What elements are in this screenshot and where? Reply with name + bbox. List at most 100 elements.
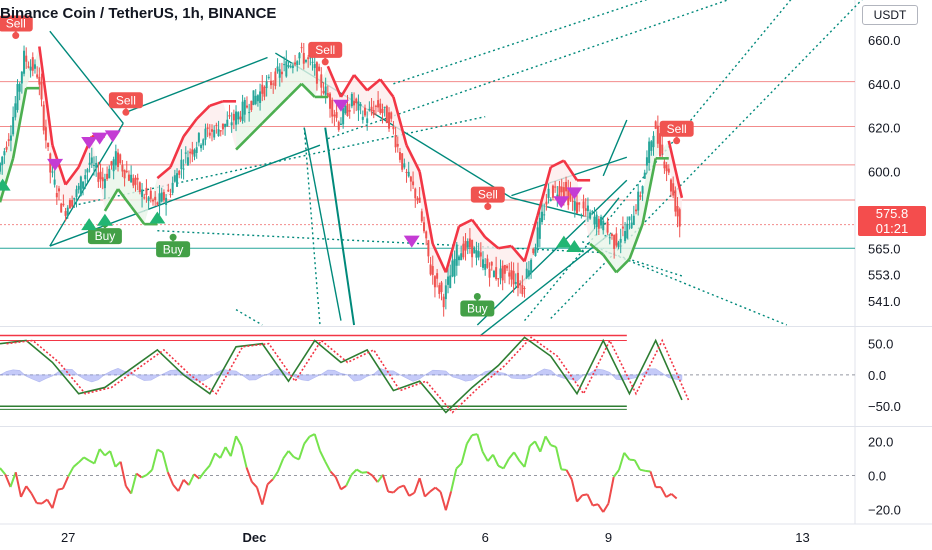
momentum-negative xyxy=(51,489,59,509)
downtrend-band-segment xyxy=(366,78,382,92)
candle-body xyxy=(211,129,214,132)
candle-body xyxy=(678,209,681,227)
downtrend-band-segment xyxy=(536,166,553,216)
sell-signal: Sell xyxy=(659,120,694,145)
candle-body xyxy=(451,260,454,277)
candle-body xyxy=(602,220,605,231)
candle-body xyxy=(433,276,436,288)
candle-body xyxy=(560,186,563,193)
candle-body xyxy=(628,216,631,221)
momentum-positive xyxy=(319,450,327,463)
momentum-negative xyxy=(576,494,584,503)
candle-body xyxy=(591,211,594,213)
momentum-negative xyxy=(413,477,421,494)
uptrend-band-segment xyxy=(0,157,15,203)
candle-body xyxy=(447,276,450,285)
candle-body xyxy=(462,243,465,258)
buy-signal: Buy xyxy=(460,292,495,317)
momentum-positive xyxy=(219,446,227,459)
band-fill-segment xyxy=(13,57,27,159)
dotted-trend-line xyxy=(608,251,685,278)
sell-label-box xyxy=(659,120,694,137)
candle-body xyxy=(307,57,310,60)
candle-body xyxy=(556,194,559,197)
candle-body xyxy=(372,110,375,115)
trend-line xyxy=(125,56,268,113)
candle-body xyxy=(136,177,139,180)
momentum-negative xyxy=(172,484,180,492)
momentum-positive xyxy=(104,450,111,457)
candle-body xyxy=(294,62,297,65)
candle-body xyxy=(353,101,356,106)
sell-triangle xyxy=(81,136,98,149)
candle-body xyxy=(20,71,23,84)
buy-label-box xyxy=(156,241,191,258)
candle-body xyxy=(396,143,399,147)
sell-signal: Sell xyxy=(308,41,343,66)
uptrend-band-segment xyxy=(628,223,644,260)
candle-body xyxy=(350,93,353,107)
candle-body xyxy=(420,211,423,222)
sell-triangle xyxy=(553,196,570,209)
candle-body xyxy=(497,278,500,280)
candle-body xyxy=(672,183,675,196)
candle-body xyxy=(558,186,561,197)
uptrend-band-segment xyxy=(641,158,657,225)
momentum-positive xyxy=(561,468,567,471)
momentum-positive xyxy=(633,459,641,471)
momentum-tick-label: 20.0 xyxy=(868,435,893,450)
candle-body xyxy=(29,66,32,71)
candle-body xyxy=(593,216,596,225)
candle-body xyxy=(141,189,144,197)
candle-body xyxy=(512,270,515,285)
candle-body xyxy=(12,116,15,135)
momentum-positive xyxy=(9,471,17,488)
candle-body xyxy=(357,101,360,111)
signals: Sell Sell Sell Sell Sell Buy Buy Buy xyxy=(0,15,694,317)
momentum-panel xyxy=(0,433,855,513)
candle-body xyxy=(659,133,662,157)
momentum-positive xyxy=(146,469,153,476)
candle-body xyxy=(16,84,19,111)
downtrend-band-segment xyxy=(195,104,211,120)
momentum-positive xyxy=(198,470,206,480)
candle-body xyxy=(259,91,262,104)
momentum-negative xyxy=(665,493,672,498)
candle-body xyxy=(468,238,471,248)
candle-body xyxy=(477,251,480,258)
downtrend-band-segment xyxy=(444,225,461,273)
candle-body xyxy=(346,104,349,116)
candle-body xyxy=(508,272,511,277)
momentum-negative xyxy=(597,503,605,513)
candle-body xyxy=(92,165,95,167)
momentum-negative xyxy=(340,484,347,491)
momentum-negative xyxy=(135,472,143,479)
candle-body xyxy=(283,64,286,66)
candle-body xyxy=(342,108,345,125)
momentum-negative xyxy=(41,498,48,505)
momentum-positive xyxy=(376,474,384,483)
momentum-positive xyxy=(67,466,75,478)
momentum-positive xyxy=(224,446,232,457)
candle-body xyxy=(361,116,364,120)
candle-body xyxy=(84,175,87,180)
currency-button[interactable]: USDT xyxy=(862,5,918,25)
candle-body xyxy=(359,104,362,106)
candle-body xyxy=(230,122,233,126)
momentum-positive xyxy=(77,456,85,464)
candle-body xyxy=(315,62,318,84)
momentum-positive xyxy=(161,452,169,473)
candle-body xyxy=(313,64,316,69)
momentum-positive xyxy=(313,433,321,452)
momentum-negative xyxy=(46,498,54,509)
candle-body xyxy=(643,172,646,179)
momentum-positive xyxy=(83,456,90,462)
candle-body xyxy=(541,211,544,222)
buy-label-text: Buy xyxy=(467,301,488,315)
downtrend-band-segment xyxy=(156,166,172,180)
momentum-positive xyxy=(481,451,489,462)
candle-body xyxy=(280,71,283,75)
candle-body xyxy=(676,206,679,217)
